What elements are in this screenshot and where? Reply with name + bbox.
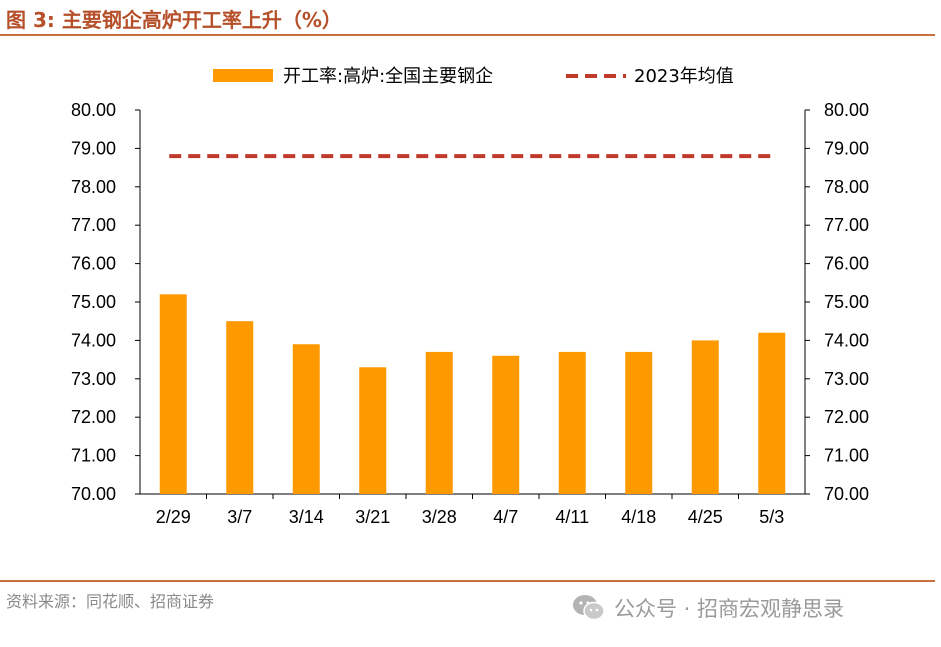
y-axis-right: 70.00 71.00 72.00 73.00 74.00 75.00 76.00 77.00… (805, 100, 869, 504)
y-tick-label-right: 77.00 (824, 215, 869, 235)
source-note: 资料来源：同花顺、招商证券 (6, 592, 215, 611)
y-tick-label-left: 74.00 (71, 330, 116, 350)
y-tick-label-left: 76.00 (71, 254, 116, 274)
bar (226, 321, 254, 494)
watermark: 公众号 · 招商宏观静思录 (572, 593, 844, 623)
y-tick-label-left: 78.00 (71, 177, 116, 197)
y-tick-label-left: 79.00 (71, 138, 116, 158)
bar (758, 332, 786, 494)
x-tick-label: 2/29 (156, 507, 191, 527)
y-tick-label-right: 75.00 (824, 292, 869, 312)
top-divider (0, 34, 935, 36)
figure-title: 图 3: 主要钢企高炉开工率上升（%） (6, 8, 342, 32)
x-tick-label: 4/25 (688, 507, 723, 527)
x-tick-label: 3/28 (422, 507, 457, 527)
bar (558, 351, 586, 494)
y-tick-label-left: 75.00 (71, 292, 116, 312)
x-tick-label: 3/21 (355, 507, 390, 527)
bar (625, 351, 653, 494)
bars (159, 294, 786, 494)
y-tick-label-left: 71.00 (71, 446, 116, 466)
bar (159, 294, 187, 494)
x-tick-label: 3/14 (289, 507, 324, 527)
y-tick-label-right: 72.00 (824, 407, 869, 427)
y-tick-label-right: 74.00 (824, 330, 869, 350)
chart: 开工率:高炉:全国主要钢企 2023年均值 70.00 71.00 72.00 73.… (71, 66, 869, 527)
x-tick-label: 4/18 (621, 507, 656, 527)
legend-bar-label: 开工率:高炉:全国主要钢企 (283, 66, 493, 87)
y-axis-left: 70.00 71.00 72.00 73.00 74.00 75.00 76.00 77.00… (71, 100, 140, 504)
bar (492, 355, 520, 494)
x-tick-label: 3/7 (227, 507, 252, 527)
y-tick-label-right: 78.00 (824, 177, 869, 197)
legend-bar-swatch (213, 69, 273, 82)
y-tick-label-right: 79.00 (824, 138, 869, 158)
y-tick-label-left: 80.00 (71, 100, 116, 120)
x-tick-label: 4/11 (555, 507, 589, 527)
legend-line-label: 2023年均值 (634, 66, 734, 87)
y-tick-label-right: 71.00 (824, 446, 869, 466)
y-tick-label-right: 70.00 (824, 484, 869, 504)
watermark-text: 公众号 · 招商宏观静思录 (614, 597, 845, 621)
bar (292, 344, 320, 494)
legend: 开工率:高炉:全国主要钢企 2023年均值 (213, 66, 734, 87)
y-tick-label-left: 73.00 (71, 369, 116, 389)
x-tick-label: 5/3 (759, 507, 784, 527)
y-tick-label-left: 77.00 (71, 215, 116, 235)
x-tick-label: 4/7 (493, 507, 518, 527)
x-axis: 2/29 3/7 3/14 3/21 3/28 4/7 4/11 4/18 4/25 5/3 (156, 494, 784, 527)
y-tick-label-right: 73.00 (824, 369, 869, 389)
bottom-divider (0, 580, 935, 582)
bar (691, 340, 719, 494)
wechat-icon (573, 595, 605, 621)
y-tick-label-right: 76.00 (824, 254, 869, 274)
y-tick-label-right: 80.00 (824, 100, 869, 120)
bar (359, 367, 387, 494)
bar (425, 351, 453, 494)
y-tick-label-left: 70.00 (71, 484, 116, 504)
y-tick-label-left: 72.00 (71, 407, 116, 427)
